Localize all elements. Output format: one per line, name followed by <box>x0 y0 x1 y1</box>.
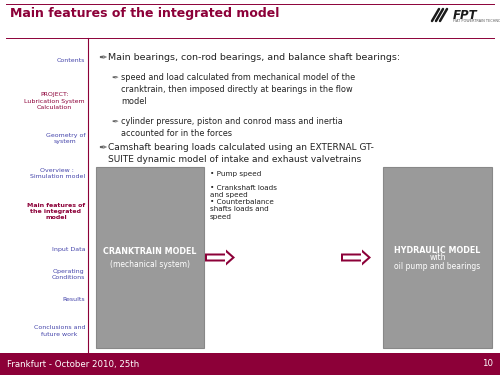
Text: HYDRAULIC MODEL: HYDRAULIC MODEL <box>394 246 480 255</box>
Text: Main features of
the integrated
model: Main features of the integrated model <box>27 202 85 220</box>
Bar <box>383 167 492 348</box>
Text: • Pump speed: • Pump speed <box>210 171 262 177</box>
Text: Frankfurt - October 2010, 25th: Frankfurt - October 2010, 25th <box>7 360 139 369</box>
Text: with: with <box>429 253 446 262</box>
Polygon shape <box>205 249 235 266</box>
Bar <box>96 167 204 348</box>
Polygon shape <box>341 249 371 266</box>
Text: ✒: ✒ <box>98 53 107 63</box>
Text: Main features of the integrated model: Main features of the integrated model <box>10 7 280 20</box>
Text: Conclusions and
future work: Conclusions and future work <box>34 326 85 336</box>
Text: cylinder pressure, piston and conrod mass and inertia
accounted for in the force: cylinder pressure, piston and conrod mas… <box>121 117 343 138</box>
Text: PROJECT:
Lubrication System
Calculation: PROJECT: Lubrication System Calculation <box>24 92 85 110</box>
Text: Contents: Contents <box>56 57 85 63</box>
Text: Operating
Conditions: Operating Conditions <box>52 268 85 280</box>
Text: FIAT POWERTRAIN TECHNOLOGIES: FIAT POWERTRAIN TECHNOLOGIES <box>453 19 500 23</box>
Text: ✒: ✒ <box>98 143 107 153</box>
Text: (mechanical system): (mechanical system) <box>110 260 190 269</box>
Text: ✒: ✒ <box>111 117 118 126</box>
Text: 10: 10 <box>482 360 493 369</box>
Text: speed and load calculated from mechanical model of the
cranktrain, then imposed : speed and load calculated from mechanica… <box>121 73 355 106</box>
Polygon shape <box>343 252 368 264</box>
Text: Results: Results <box>62 297 85 302</box>
Text: ✒: ✒ <box>111 73 118 82</box>
Polygon shape <box>207 252 232 264</box>
Bar <box>0 353 500 375</box>
Text: oil pump and bearings: oil pump and bearings <box>394 262 480 271</box>
Text: Camshaft bearing loads calculated using an EXTERNAL GT-
SUITE dynamic model of i: Camshaft bearing loads calculated using … <box>108 143 374 164</box>
Text: FPT: FPT <box>453 9 477 22</box>
Text: Overview :
Simulation model: Overview : Simulation model <box>30 168 85 179</box>
Text: CRANKTRAIN MODEL: CRANKTRAIN MODEL <box>104 247 197 256</box>
Text: • Crankshaft loads
and speed: • Crankshaft loads and speed <box>210 185 277 198</box>
Text: • Counterbalance
shafts loads and
speed: • Counterbalance shafts loads and speed <box>210 199 274 219</box>
Text: Geometry of
system: Geometry of system <box>46 133 85 144</box>
Text: Main bearings, con-rod bearings, and balance shaft bearings:: Main bearings, con-rod bearings, and bal… <box>108 53 400 62</box>
Text: Input Data: Input Data <box>52 246 85 252</box>
